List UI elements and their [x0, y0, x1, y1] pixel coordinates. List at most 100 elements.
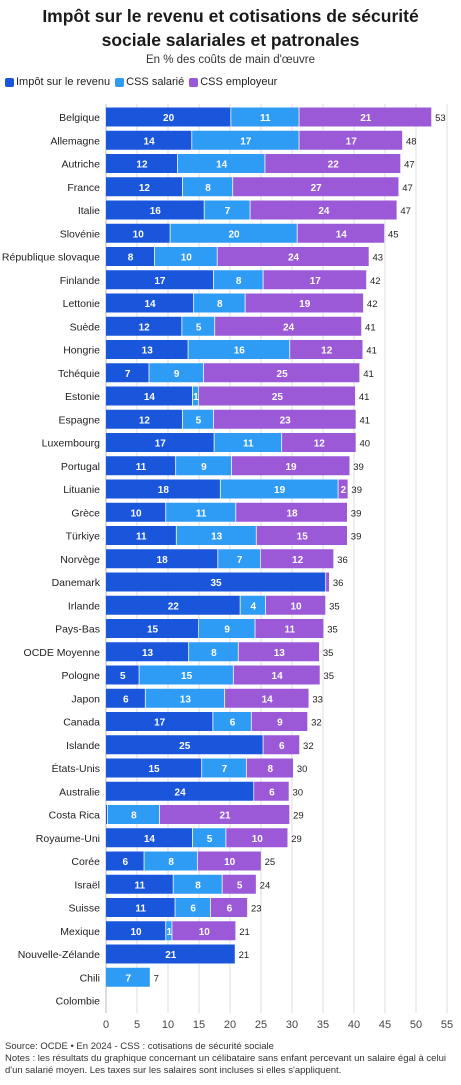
category-label: Italie — [78, 205, 100, 217]
bar-segment — [106, 340, 188, 359]
category-label: Nouvelle-Zélande — [18, 949, 100, 961]
bar-segment — [149, 363, 204, 383]
bar-data-label: 10 — [131, 927, 143, 938]
total-label: 39 — [351, 485, 362, 496]
chart-title-line1: Impôt sur le revenu et cotisations de sé… — [42, 6, 419, 26]
category-label: Lituanie — [63, 484, 100, 496]
bar-data-label: 10 — [290, 601, 302, 612]
bar-segment — [106, 316, 182, 336]
bar-data-label: 11 — [136, 462, 147, 473]
category-label: France — [67, 182, 100, 194]
bar-segment — [222, 874, 256, 894]
bar-segment — [106, 456, 176, 476]
bar-data-label: 15 — [147, 625, 159, 636]
total-label: 35 — [327, 625, 338, 636]
bar-data-label: 8 — [128, 253, 134, 264]
legend-label-css-employeur: CSS employeur — [200, 76, 278, 88]
bar-segment — [197, 851, 261, 871]
bar-data-label: 10 — [131, 508, 143, 519]
bar-segment — [231, 456, 350, 476]
bar-data-label: 12 — [136, 160, 148, 171]
bar-data-label: 8 — [195, 880, 201, 891]
bar-segment — [203, 363, 360, 383]
total-label: 21 — [239, 950, 250, 961]
bar-segment — [170, 223, 297, 243]
bar-data-label: 19 — [286, 462, 298, 473]
total-label: 45 — [388, 229, 399, 240]
bar-data-label: 22 — [328, 160, 340, 171]
total-label: 48 — [406, 136, 417, 147]
category-label: Espagne — [59, 414, 101, 426]
bar-data-label: 12 — [292, 555, 304, 566]
bar-segment — [225, 688, 309, 708]
total-label: 32 — [311, 718, 322, 729]
total-label: 35 — [323, 648, 334, 659]
bar-segment — [231, 107, 299, 127]
bar-data-label: 14 — [336, 229, 348, 240]
bar-segment — [233, 665, 320, 685]
bar-segment — [106, 130, 192, 150]
bar-data-label: 14 — [144, 136, 156, 147]
total-label: 47 — [400, 206, 411, 217]
total-label: 41 — [366, 346, 377, 357]
bar-data-label: 6 — [122, 857, 128, 868]
total-label: 41 — [365, 322, 376, 333]
bar-data-label: 5 — [196, 322, 202, 333]
bar-segment — [106, 177, 183, 197]
bar-data-label: 24 — [318, 206, 330, 217]
bar-data-label: 9 — [174, 369, 180, 380]
bar-segment — [215, 316, 362, 336]
category-label: Pays-Bas — [55, 624, 100, 636]
source-notes: Source: OCDE • En 2024 - CSS : cotisatio… — [5, 1041, 457, 1077]
bar-data-label: 19 — [274, 485, 286, 496]
bar-segment — [106, 758, 202, 778]
bar-segment — [338, 479, 348, 499]
bar-data-label: 7 — [237, 555, 243, 566]
bar-data-label: 21 — [165, 950, 177, 961]
category-label: Luxembourg — [42, 438, 101, 450]
category-label: Autriche — [61, 159, 100, 171]
bar-data-label: 8 — [217, 299, 223, 310]
category-label: Chili — [80, 972, 100, 984]
bar-segment — [145, 688, 225, 708]
bar-segment — [214, 433, 282, 452]
bar-data-label: 13 — [142, 346, 154, 357]
bar-data-label: 17 — [346, 136, 358, 147]
bar-segment — [106, 386, 192, 406]
bar-data-label: 18 — [157, 555, 169, 566]
bar-data-label: 8 — [211, 648, 217, 659]
bar-segment — [220, 479, 338, 499]
total-label: 7 — [154, 973, 159, 984]
bar-data-label: 14 — [272, 671, 284, 682]
bar-data-label: 7 — [126, 973, 132, 984]
category-label: Israël — [74, 879, 100, 891]
x-tick-label: 10 — [162, 1019, 174, 1031]
bar-segment — [139, 665, 233, 685]
bar-segment — [106, 223, 170, 243]
x-tick-label: 20 — [224, 1019, 236, 1031]
bar-data-label: 24 — [283, 322, 295, 333]
bar-segment — [218, 549, 261, 569]
bar-segment — [213, 712, 251, 731]
bar-segment — [106, 200, 204, 220]
total-label: 42 — [367, 299, 378, 310]
total-label: 24 — [260, 880, 271, 891]
category-label: Norvège — [60, 554, 100, 566]
bar-data-label: 9 — [224, 625, 230, 636]
bar-data-label: 8 — [131, 811, 137, 822]
bar-data-label: 14 — [144, 834, 156, 845]
bar-segment — [182, 316, 215, 336]
total-label: 42 — [370, 276, 381, 287]
bar-segment — [166, 502, 236, 522]
bar-data-label: 10 — [199, 927, 211, 938]
legend-swatch-css-salarie — [115, 77, 125, 87]
bar-data-label: 18 — [158, 485, 170, 496]
bar-segment — [204, 200, 250, 220]
bar-data-label: 6 — [230, 718, 236, 729]
total-label: 25 — [265, 857, 276, 868]
bar-data-label: 17 — [154, 276, 166, 287]
total-label: 35 — [329, 601, 340, 612]
chart-subtitle: En % des coûts de main d'œuvre — [145, 54, 316, 66]
bar-data-label: 5 — [237, 880, 243, 891]
bar-segment — [250, 200, 397, 220]
